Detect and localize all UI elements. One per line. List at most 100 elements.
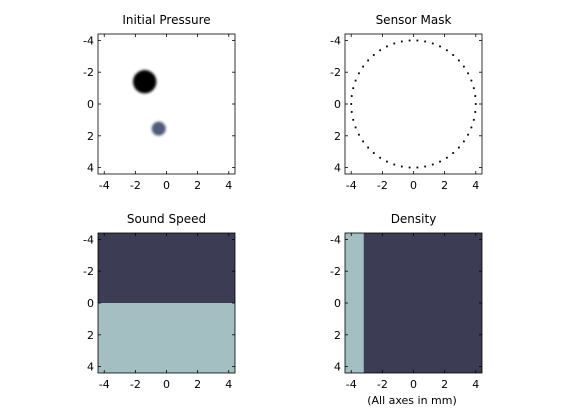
initial-pressure-panel: -4 -2 0 2 4 -4 -2 0 2 4 Initial Pressure	[83, 13, 236, 192]
initial-pressure-x-tick-label: 4	[225, 179, 232, 192]
sound-speed-y-tick-label: -4	[83, 233, 94, 246]
sensor-point	[470, 79, 473, 82]
sensor-point	[367, 59, 370, 62]
sensor-point	[379, 49, 382, 52]
sensor-mask-title: Sensor Mask	[376, 13, 452, 27]
initial-pressure-plot-area	[98, 34, 235, 174]
initial-pressure-y-tick-label: 0	[87, 98, 94, 111]
initial-pressure-y-tick-label: -4	[83, 34, 94, 47]
sensor-point	[386, 45, 388, 48]
sensor-point	[445, 49, 448, 52]
density-y-tick-label: 0	[334, 297, 341, 310]
sensor-mask-x-tick-label: -2	[377, 179, 388, 192]
initial-pressure-source-disc-1	[151, 121, 166, 136]
sensor-point	[354, 79, 357, 82]
density-x-tick-label: 2	[441, 378, 448, 391]
sensor-point	[424, 165, 427, 168]
initial-pressure-x-tick-label: 0	[163, 179, 170, 192]
sensor-point	[474, 95, 477, 97]
initial-pressure-source-disc-0	[133, 70, 157, 94]
initial-pressure-y-tick-label: 4	[87, 162, 94, 175]
sound-speed-region-1	[98, 303, 235, 373]
density-x-tick-label: 4	[472, 378, 479, 391]
sensor-point	[367, 146, 370, 149]
initial-pressure-y-tick-label: 2	[87, 130, 94, 143]
density-y-tick-label: 2	[334, 329, 341, 342]
sensor-point	[358, 72, 360, 75]
sound-speed-x-tick-label: 2	[194, 378, 201, 391]
sensor-point	[472, 118, 475, 121]
sensor-mask-x-tick-label: -4	[346, 179, 357, 192]
sound-speed-title: Sound Speed	[127, 212, 206, 226]
sensor-point	[467, 72, 469, 75]
sensor-point	[416, 39, 419, 42]
initial-pressure-y-tick-label: -2	[83, 66, 94, 79]
sensor-point	[352, 118, 355, 121]
sensor-point	[445, 156, 448, 159]
sound-speed-y-tick-label: 0	[87, 297, 94, 310]
sensor-point	[372, 54, 375, 56]
initial-pressure-x-tick-label: 2	[194, 179, 201, 192]
initial-pressure-title: Initial Pressure	[122, 13, 210, 27]
sensor-mask-x-tick-label: 2	[441, 179, 448, 192]
sensor-point	[393, 42, 396, 45]
sensor-point	[408, 166, 411, 169]
density-region-1	[363, 233, 482, 373]
sound-speed-y-tick-label: 2	[87, 329, 94, 342]
sensor-point	[431, 163, 434, 166]
sensor-point	[386, 160, 388, 163]
sensor-point	[350, 103, 353, 105]
density-title: Density	[391, 212, 437, 226]
sensor-point	[457, 59, 460, 62]
sensor-point	[362, 65, 365, 68]
sound-speed-region-0	[98, 233, 235, 303]
sensor-point	[350, 111, 353, 113]
sensor-point	[372, 152, 375, 154]
initial-pressure-x-tick-label: -4	[99, 179, 110, 192]
sound-speed-x-tick-label: -4	[99, 378, 110, 391]
sensor-point	[350, 95, 353, 97]
sound-speed-panel: -4 -2 0 2 4 -4 -2 0 2 4 Sound Speed	[83, 212, 236, 391]
sensor-mask-panel: -4 -2 0 2 4 -4 -2 0 2 4 Sensor Mask	[330, 13, 483, 192]
sound-speed-x-tick-label: 4	[225, 378, 232, 391]
sensor-mask-y-tick-label: 0	[334, 98, 341, 111]
sensor-point	[470, 126, 473, 129]
density-x-tick-label: 0	[410, 378, 417, 391]
sensor-point	[379, 156, 382, 159]
sound-speed-x-tick-label: -2	[130, 378, 141, 391]
sensor-point	[439, 45, 441, 48]
sensor-point	[354, 126, 357, 129]
sensor-point	[358, 133, 360, 136]
sensor-mask-x-tick-label: 0	[410, 179, 417, 192]
sound-speed-y-tick-label: -2	[83, 265, 94, 278]
initial-pressure-x-tick-label: -2	[130, 179, 141, 192]
axes-unit-note: (All axes in mm)	[367, 394, 457, 407]
sensor-mask-x-tick-label: 4	[472, 179, 479, 192]
sensor-point	[462, 140, 465, 143]
sensor-point	[452, 152, 455, 154]
sensor-point	[457, 146, 460, 149]
sensor-point	[472, 87, 475, 90]
sensor-point	[416, 166, 419, 169]
sensor-point	[400, 40, 403, 43]
sensor-point	[467, 133, 469, 136]
sensor-mask-y-tick-label: -2	[330, 66, 341, 79]
sensor-point	[352, 87, 355, 90]
sensor-point	[424, 40, 427, 43]
sensor-point	[400, 165, 403, 168]
sensor-point	[408, 39, 411, 42]
sound-speed-x-tick-label: 0	[163, 378, 170, 391]
sensor-mask-y-tick-label: 4	[334, 162, 341, 175]
sensor-point	[393, 163, 396, 166]
sensor-point	[462, 65, 465, 68]
density-x-tick-label: -2	[377, 378, 388, 391]
sensor-point	[439, 160, 441, 163]
sensor-mask-y-tick-label: -4	[330, 34, 341, 47]
sensor-point	[431, 42, 434, 45]
density-x-tick-label: -4	[346, 378, 357, 391]
density-panel: -4 -2 0 2 4 -4 -2 0 2 4 Density	[330, 212, 483, 391]
sensor-point	[474, 103, 477, 105]
sound-speed-y-tick-label: 4	[87, 361, 94, 374]
sensor-point	[362, 140, 365, 143]
